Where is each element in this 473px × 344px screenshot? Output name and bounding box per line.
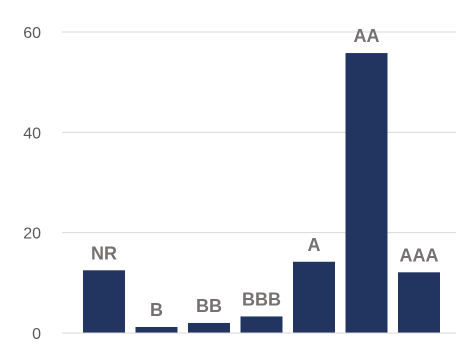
bars <box>83 53 440 333</box>
data-label-a: A <box>308 235 321 255</box>
bar-bbb <box>240 316 283 333</box>
bar-bb <box>188 322 230 333</box>
y-tick-label: 40 <box>23 125 41 142</box>
y-axis-tick-labels: 0 20 40 60 <box>23 25 41 343</box>
bar-nr <box>83 270 125 333</box>
bar-aaa <box>398 272 440 333</box>
data-label-b: B <box>150 300 163 320</box>
data-label-nr: NR <box>91 243 117 263</box>
bar-a <box>293 261 335 333</box>
y-tick-label: 60 <box>23 25 41 42</box>
data-label-bb: BB <box>196 296 222 316</box>
y-tick-label: 0 <box>32 326 41 343</box>
data-label-bbb: BBB <box>242 289 281 309</box>
bar-aa <box>345 53 388 333</box>
y-tick-label: 20 <box>23 226 41 243</box>
data-label-aaa: AAA <box>400 245 439 265</box>
data-label-aa: AA <box>354 26 380 46</box>
grid-lines <box>62 31 456 234</box>
bar-b <box>135 326 178 333</box>
